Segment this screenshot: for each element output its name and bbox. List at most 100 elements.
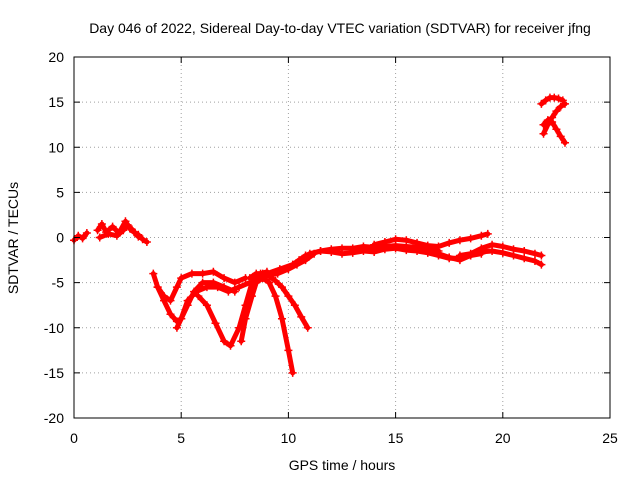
data-point bbox=[177, 314, 186, 323]
data-point bbox=[192, 287, 201, 296]
data-point bbox=[230, 278, 239, 287]
data-point bbox=[477, 244, 486, 253]
data-point bbox=[290, 301, 299, 310]
data-point bbox=[466, 234, 475, 243]
data-point bbox=[271, 276, 280, 285]
x-axis-title: GPS time / hours bbox=[289, 457, 396, 473]
grid bbox=[74, 57, 610, 418]
data-point bbox=[548, 117, 557, 126]
data-point bbox=[434, 242, 443, 251]
data-point bbox=[380, 238, 389, 247]
y-tick-label: 20 bbox=[48, 49, 64, 65]
data-point bbox=[466, 249, 475, 258]
y-tick-label: -10 bbox=[44, 320, 64, 336]
data-point bbox=[220, 337, 229, 346]
data-point bbox=[509, 245, 518, 254]
data-point bbox=[160, 292, 169, 301]
series-arc-11 bbox=[262, 241, 443, 278]
data-point bbox=[445, 238, 454, 247]
data-point bbox=[413, 247, 422, 256]
data-point bbox=[108, 222, 117, 231]
data-point bbox=[402, 236, 411, 245]
data-point bbox=[541, 96, 550, 105]
data-point bbox=[305, 249, 314, 258]
data-point bbox=[370, 247, 379, 256]
series-arc-8 bbox=[237, 274, 297, 377]
data-point bbox=[303, 323, 312, 332]
data-point bbox=[209, 267, 218, 276]
data-point bbox=[338, 249, 346, 258]
data-point bbox=[483, 229, 492, 238]
data-point bbox=[104, 229, 113, 238]
y-tick-label: 10 bbox=[48, 139, 64, 155]
data-point bbox=[153, 283, 162, 292]
data-point bbox=[134, 232, 143, 241]
data-point bbox=[556, 102, 565, 111]
data-point bbox=[226, 341, 235, 350]
data-point bbox=[247, 292, 256, 301]
x-tick-label: 20 bbox=[495, 430, 511, 446]
data-point bbox=[198, 278, 207, 287]
y-tick-label: -20 bbox=[44, 410, 64, 426]
x-tick-label: 15 bbox=[388, 430, 404, 446]
x-tick-label: 0 bbox=[70, 430, 78, 446]
data-point bbox=[423, 247, 432, 256]
data-point bbox=[560, 138, 569, 147]
data-point bbox=[402, 246, 411, 255]
data-point bbox=[554, 94, 563, 103]
data-point bbox=[119, 226, 128, 235]
data-point bbox=[166, 310, 175, 319]
data-point bbox=[82, 228, 91, 237]
data-point bbox=[434, 249, 443, 258]
series-arc-3 bbox=[95, 220, 143, 242]
data-series bbox=[70, 93, 569, 377]
series-arc-13 bbox=[370, 229, 492, 251]
series-arc-17 bbox=[539, 99, 569, 138]
y-axis-title: SDTVAR / TECUs bbox=[5, 182, 21, 294]
data-point bbox=[413, 238, 422, 247]
data-point bbox=[284, 346, 293, 355]
data-point bbox=[488, 240, 497, 249]
data-point bbox=[97, 219, 106, 228]
data-point bbox=[445, 253, 454, 262]
series-arc-15 bbox=[455, 240, 546, 260]
data-point bbox=[391, 235, 400, 244]
data-point bbox=[213, 283, 222, 292]
chart-title: Day 046 of 2022, Sidereal Day-to-day VTE… bbox=[89, 20, 591, 36]
y-tick-label: -15 bbox=[44, 365, 64, 381]
data-point bbox=[112, 231, 121, 240]
data-point bbox=[552, 107, 561, 116]
data-point bbox=[275, 265, 284, 274]
data-point bbox=[537, 251, 546, 260]
data-point bbox=[241, 314, 250, 323]
data-point bbox=[271, 292, 280, 301]
data-point bbox=[295, 256, 304, 265]
data-point bbox=[560, 99, 569, 108]
data-point bbox=[93, 226, 102, 235]
data-point bbox=[359, 247, 368, 256]
data-point bbox=[252, 274, 261, 283]
data-point bbox=[183, 296, 192, 305]
data-point bbox=[539, 120, 548, 129]
data-point bbox=[172, 323, 181, 332]
data-point bbox=[539, 129, 548, 138]
y-tick-label: 5 bbox=[56, 184, 64, 200]
data-point bbox=[477, 231, 486, 240]
data-point bbox=[537, 260, 546, 269]
data-point bbox=[194, 292, 203, 301]
y-tick-label: -5 bbox=[52, 275, 65, 291]
data-point bbox=[297, 312, 306, 321]
data-point bbox=[262, 269, 271, 278]
data-point bbox=[380, 245, 389, 254]
data-point bbox=[327, 247, 336, 256]
y-tick-label: 0 bbox=[56, 230, 64, 246]
data-point bbox=[166, 296, 175, 305]
data-point bbox=[138, 235, 147, 244]
data-point bbox=[78, 234, 87, 243]
data-point bbox=[220, 274, 229, 283]
data-point bbox=[520, 247, 529, 256]
y-tick-label: 15 bbox=[48, 94, 64, 110]
data-point bbox=[172, 283, 181, 292]
series-arc-1 bbox=[70, 228, 91, 245]
